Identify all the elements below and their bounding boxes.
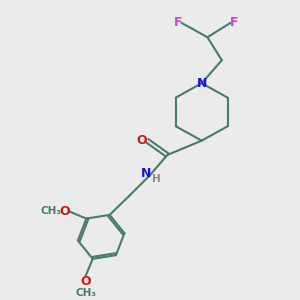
Text: O: O [59,205,70,218]
Text: F: F [230,16,238,29]
Text: CH₃: CH₃ [41,206,62,216]
Text: O: O [136,134,147,147]
Text: N: N [196,77,207,90]
Text: H: H [152,174,161,184]
Text: CH₃: CH₃ [75,288,96,298]
Text: N: N [140,167,151,180]
Text: F: F [174,16,182,29]
Text: O: O [80,275,91,288]
